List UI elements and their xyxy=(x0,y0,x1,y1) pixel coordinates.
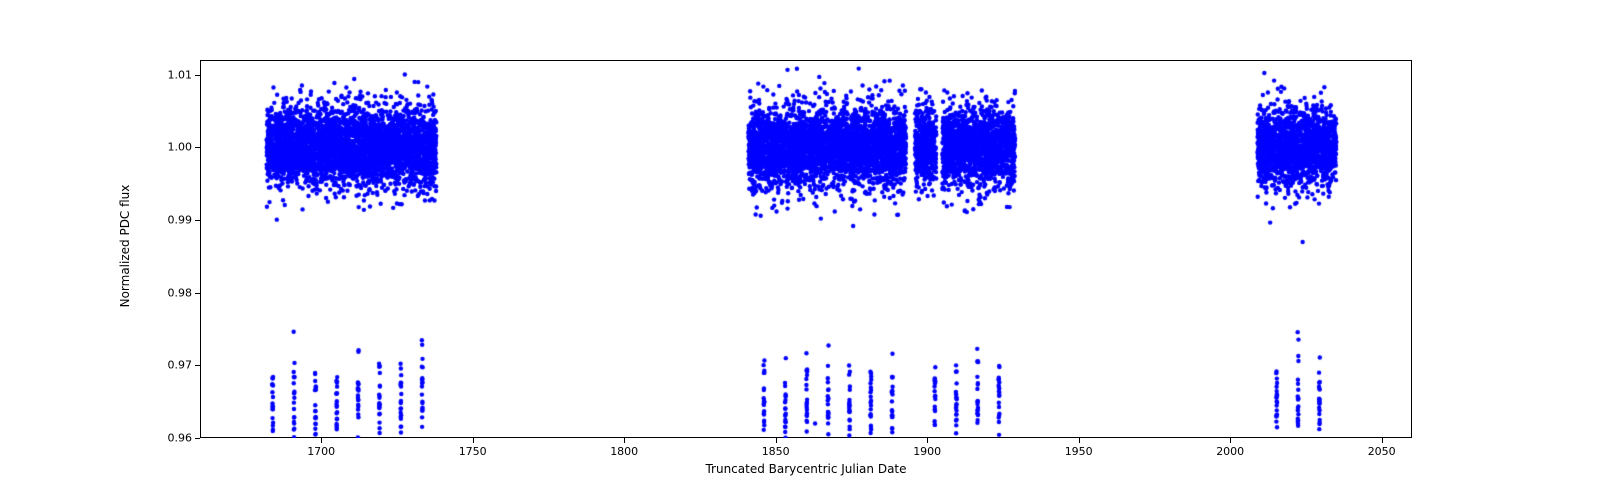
ytick-label: 0.97 xyxy=(154,359,192,372)
xtick-mark xyxy=(1230,438,1231,443)
ytick-mark xyxy=(195,75,200,76)
xtick-mark xyxy=(1079,438,1080,443)
xtick-label: 1850 xyxy=(762,445,790,458)
ytick-mark xyxy=(195,365,200,366)
xtick-mark xyxy=(927,438,928,443)
ytick-label: 0.96 xyxy=(154,432,192,445)
xtick-mark xyxy=(473,438,474,443)
ytick-label: 1.01 xyxy=(154,68,192,81)
figure: 1700 1750 1800 1850 1900 1950 2000 2050 0.96 0.9… xyxy=(0,0,1600,500)
xtick-mark xyxy=(776,438,777,443)
x-axis-label: Truncated Barycentric Julian Date xyxy=(200,462,1412,476)
scatter-plot xyxy=(200,60,1412,438)
ytick-label: 1.00 xyxy=(154,141,192,154)
ytick-mark xyxy=(195,293,200,294)
ytick-mark xyxy=(195,220,200,221)
xtick-mark xyxy=(1382,438,1383,443)
xtick-mark xyxy=(321,438,322,443)
xtick-label: 1700 xyxy=(307,445,335,458)
ytick-mark xyxy=(195,147,200,148)
ytick-mark xyxy=(195,438,200,439)
xtick-label: 2000 xyxy=(1216,445,1244,458)
xtick-label: 1750 xyxy=(459,445,487,458)
xtick-label: 1800 xyxy=(610,445,638,458)
ytick-label: 0.98 xyxy=(154,286,192,299)
xtick-label: 2050 xyxy=(1368,445,1396,458)
xtick-label: 1950 xyxy=(1065,445,1093,458)
ytick-label: 0.99 xyxy=(154,213,192,226)
y-axis-label: Normalized PDC flux xyxy=(118,146,132,346)
xtick-mark xyxy=(624,438,625,443)
xtick-label: 1900 xyxy=(913,445,941,458)
